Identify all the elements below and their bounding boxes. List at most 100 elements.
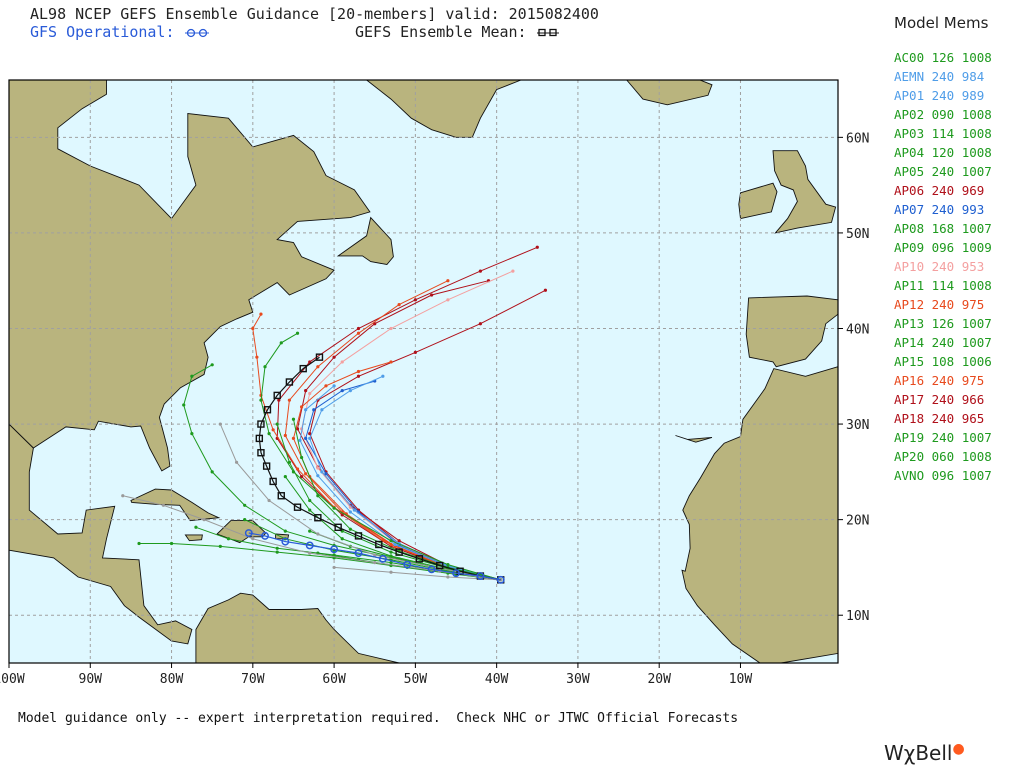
legend-item: AP18 240 965 (894, 411, 985, 426)
lat-label: 20N (846, 514, 869, 529)
legend-item: AP01 240 989 (894, 88, 985, 103)
member-point (320, 408, 324, 412)
member-point (161, 503, 166, 507)
member-point (413, 350, 417, 354)
operational-point (476, 572, 485, 580)
member-track (259, 331, 503, 582)
member-point (499, 578, 503, 582)
disclaimer: Model guidance only -- expert interpreta… (18, 711, 739, 726)
member-point (304, 472, 308, 476)
member-point (267, 432, 271, 436)
member-point (275, 550, 279, 554)
member-point (251, 537, 255, 541)
legend-item: AEMN 240 984 (894, 69, 985, 84)
lon-label: 40W (485, 672, 509, 687)
mean-point (415, 555, 424, 563)
legend-item: AP20 060 1008 (894, 449, 992, 464)
member-point (308, 391, 312, 396)
member-point (348, 389, 352, 393)
mean-point (315, 353, 324, 361)
mean-point (375, 540, 383, 549)
member-point (324, 472, 328, 476)
mean-point (273, 391, 281, 400)
member-point (389, 550, 393, 554)
member-point (299, 475, 304, 479)
legend-item: AP03 114 1008 (894, 126, 992, 141)
member-point (304, 408, 308, 412)
mean-point (436, 561, 444, 570)
landmass (681, 366, 839, 664)
legend-item: AP11 114 1008 (894, 278, 992, 293)
operational-point (354, 549, 363, 558)
member-point (511, 269, 515, 273)
member-point (283, 433, 287, 438)
member-point (218, 422, 222, 426)
lat-label: 40N (846, 322, 869, 337)
member-line (260, 332, 501, 581)
member-point (316, 474, 320, 478)
member-track (332, 565, 503, 582)
legend-item: AP13 126 1007 (894, 316, 992, 331)
legend-item: AP19 240 1007 (894, 430, 992, 445)
lat-label: 50N (846, 227, 869, 242)
axis-ticks: 100W 90W 80W 70W 60W 50W 40W 30W 20W 10W 10N 20N 30N… (0, 131, 869, 687)
member-point (393, 542, 397, 547)
land-layer (8, 79, 839, 664)
member-point (308, 360, 312, 364)
mean-track-symbol (536, 28, 559, 36)
member-point (295, 467, 300, 471)
member-point (299, 405, 304, 409)
member-point (535, 245, 539, 249)
gfs-operational-track (244, 529, 505, 584)
member-point (389, 570, 393, 574)
lon-label: 80W (160, 672, 184, 687)
member-point (397, 302, 401, 307)
member-point (308, 529, 312, 533)
member-point (352, 508, 357, 512)
legend-item: AP04 120 1008 (894, 145, 992, 160)
landmass (336, 216, 394, 265)
member-line (276, 246, 538, 581)
mean-point (277, 492, 285, 500)
lon-label: 100W (0, 672, 25, 687)
lon-label: 60W (322, 672, 346, 687)
mean-point (354, 532, 363, 540)
member-point (340, 389, 344, 393)
lon-label: 20W (647, 672, 671, 687)
member-point (348, 510, 352, 514)
legend-title: Model Mems (894, 14, 989, 32)
mean-point (257, 449, 265, 457)
member-point (373, 561, 377, 565)
mean-point (269, 477, 277, 486)
operational-point (378, 554, 387, 563)
member-point (340, 360, 344, 364)
landmass (738, 182, 778, 220)
member-point (291, 417, 296, 421)
legend-item: AP14 240 1007 (894, 335, 992, 350)
member-point (243, 518, 247, 522)
operational-point (305, 541, 314, 550)
member-point (255, 355, 259, 359)
landmass (130, 488, 221, 522)
operational-label: GFS Operational: (30, 23, 175, 41)
member-point (287, 398, 291, 402)
member-point (397, 539, 401, 543)
legend-item: AP09 096 1009 (894, 240, 992, 255)
member-line (334, 566, 501, 581)
mean-point (257, 420, 265, 428)
member-point (340, 513, 344, 517)
operational-legend: GFS Operational: (30, 23, 210, 41)
mean-point (299, 364, 307, 373)
member-point (287, 460, 291, 464)
lat-label: 60N (846, 131, 869, 146)
landmass (8, 79, 371, 472)
lon-label: 30W (566, 672, 590, 687)
member-point (446, 279, 450, 283)
mean-point (262, 462, 271, 470)
member-point (298, 438, 302, 442)
member-point (446, 562, 450, 567)
member-point (373, 553, 377, 557)
member-point (430, 293, 434, 297)
member-point (312, 408, 316, 412)
member-point (277, 398, 281, 402)
